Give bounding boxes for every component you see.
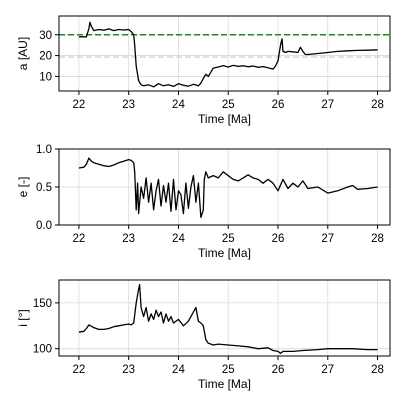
x-tick-label: 24 [172,233,185,245]
y-tick-label: 20 [39,51,52,63]
panel-2: 22 23 24 25 26 27 28 0.0 0.5 1.0 Time [Ma] e [-] [16,144,391,260]
x-tick-label: 23 [122,99,135,111]
panel-1: 22 23 24 25 26 27 28 10 20 30 Time [Ma] a [AU] [16,15,391,126]
y-tick-label: 10 [39,71,52,83]
y-tick-label: 100 [33,344,52,356]
x-tick-label: 25 [222,233,235,245]
y-tick-label: 0.5 [36,182,52,194]
x-axis-label: Time [Ma] [198,377,251,391]
y-tick-label: 150 [33,298,52,310]
axes-frame [58,15,391,92]
x-tick-label: 28 [371,364,384,376]
x-tick-label: 26 [272,233,285,245]
panel-3: 22 23 24 25 26 27 28 100 150 Time [Ma] i [°] [16,279,391,391]
x-tick-label: 25 [222,364,235,376]
x-axis-label: Time [Ma] [198,112,251,126]
y-axis-label: a [AU] [16,37,30,70]
axes-frame [58,279,391,357]
series-line-1 [78,157,378,219]
x-tick-label: 23 [122,364,135,376]
y-axis-label: e [-] [16,177,30,198]
y-tick-label: 0.0 [36,220,52,232]
x-axis-label: Time [Ma] [198,246,251,260]
x-tick-label: 24 [172,364,185,376]
x-tick-label: 28 [371,233,384,245]
series-line-1 [78,283,378,354]
x-tick-label: 26 [272,99,285,111]
x-tick-label: 27 [321,364,334,376]
y-tick-label: 30 [39,30,52,42]
y-axis-label: i [°] [16,309,30,326]
series-line-1 [78,21,378,88]
x-tick-label: 24 [172,99,185,111]
x-tick-label: 22 [73,233,86,245]
x-tick-label: 23 [122,233,135,245]
x-tick-label: 27 [321,233,334,245]
y-tick-label: 1.0 [36,144,52,156]
x-tick-label: 26 [272,364,285,376]
x-tick-label: 27 [321,99,334,111]
x-tick-label: 28 [371,99,384,111]
x-tick-label: 25 [222,99,235,111]
x-tick-label: 22 [73,99,86,111]
x-tick-label: 22 [73,364,86,376]
